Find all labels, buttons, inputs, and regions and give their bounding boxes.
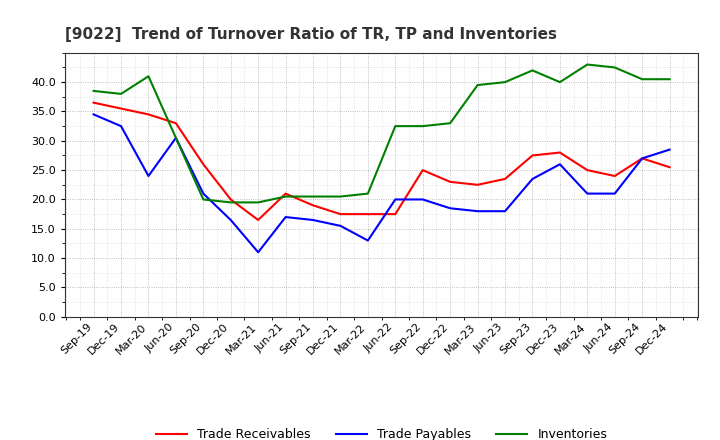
Inventories [117,91,125,96]
Trade Receivables [473,182,482,187]
Inventories [89,88,98,94]
Inventories [473,82,482,88]
Trade Receivables [638,156,647,161]
Inventories [144,73,153,79]
Trade Payables [336,223,345,228]
Inventories [309,194,318,199]
Inventories [446,121,454,126]
Trade Payables [611,191,619,196]
Trade Payables [528,176,537,182]
Trade Receivables [556,150,564,155]
Inventories [199,197,207,202]
Legend: Trade Receivables, Trade Payables, Inventories: Trade Receivables, Trade Payables, Inven… [151,423,612,440]
Trade Payables [446,205,454,211]
Trade Receivables [446,179,454,184]
Inventories [254,200,263,205]
Inventories [226,200,235,205]
Trade Payables [282,214,290,220]
Trade Payables [117,124,125,129]
Inventories [611,65,619,70]
Inventories [528,68,537,73]
Inventories [665,77,674,82]
Trade Receivables [583,168,592,173]
Trade Receivables [611,173,619,179]
Trade Payables [556,161,564,167]
Trade Receivables [418,168,427,173]
Text: [9022]  Trend of Turnover Ratio of TR, TP and Inventories: [9022] Trend of Turnover Ratio of TR, TP… [65,27,557,42]
Inventories [336,194,345,199]
Trade Receivables [226,197,235,202]
Trade Receivables [199,161,207,167]
Trade Receivables [254,217,263,223]
Inventories [391,124,400,129]
Trade Payables [391,197,400,202]
Inventories [583,62,592,67]
Trade Payables [418,197,427,202]
Inventories [638,77,647,82]
Trade Payables [638,156,647,161]
Trade Receivables [391,212,400,217]
Trade Payables [473,209,482,214]
Inventories [171,135,180,140]
Trade Payables [226,217,235,223]
Trade Receivables [282,191,290,196]
Trade Receivables [309,203,318,208]
Inventories [282,194,290,199]
Trade Receivables [171,121,180,126]
Trade Payables [254,249,263,255]
Trade Payables [309,217,318,223]
Trade Receivables [89,100,98,105]
Trade Receivables [144,112,153,117]
Trade Payables [583,191,592,196]
Trade Payables [500,209,509,214]
Inventories [418,124,427,129]
Inventories [364,191,372,196]
Trade Payables [171,135,180,140]
Trade Receivables [500,176,509,182]
Trade Payables [89,112,98,117]
Trade Receivables [665,165,674,170]
Trade Payables [364,238,372,243]
Inventories [556,80,564,85]
Inventories [500,80,509,85]
Trade Receivables [364,212,372,217]
Trade Payables [665,147,674,152]
Line: Trade Receivables: Trade Receivables [94,103,670,220]
Line: Trade Payables: Trade Payables [94,114,670,252]
Trade Payables [144,173,153,179]
Trade Receivables [528,153,537,158]
Trade Payables [199,191,207,196]
Trade Receivables [336,212,345,217]
Trade Receivables [117,106,125,111]
Line: Inventories: Inventories [94,65,670,202]
